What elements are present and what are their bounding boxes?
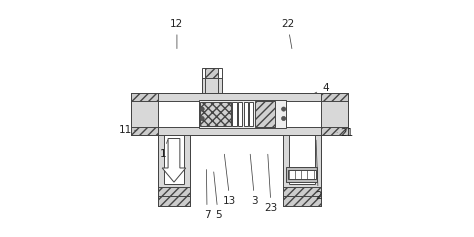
Text: 7: 7 (204, 170, 210, 220)
Text: 2: 2 (315, 140, 321, 201)
Bar (158, 135, 190, 206)
Bar (320, 93, 348, 135)
Circle shape (200, 107, 204, 111)
Bar (158, 101, 320, 127)
Bar (201, 68, 222, 93)
Bar (205, 68, 218, 78)
Bar (283, 187, 320, 196)
Text: 4: 4 (314, 83, 328, 94)
Bar (164, 135, 184, 184)
Text: 13: 13 (223, 154, 237, 206)
Bar (131, 127, 158, 135)
Bar (283, 196, 320, 206)
Polygon shape (162, 139, 186, 182)
Bar (199, 100, 286, 128)
Text: 5: 5 (214, 172, 221, 220)
Bar (320, 93, 348, 101)
Circle shape (282, 107, 286, 111)
Bar (238, 102, 242, 126)
Bar (158, 135, 190, 206)
Text: 12: 12 (170, 19, 183, 49)
Bar (158, 187, 190, 196)
Bar (255, 101, 275, 127)
Text: 22: 22 (281, 19, 294, 49)
Text: 23: 23 (264, 154, 278, 213)
Bar (232, 102, 237, 126)
Text: 1: 1 (159, 140, 168, 159)
Circle shape (282, 116, 286, 121)
Bar (131, 93, 348, 135)
Bar (286, 167, 317, 182)
Bar (283, 135, 320, 206)
Text: 21: 21 (337, 128, 353, 138)
Bar (249, 102, 254, 126)
Bar (201, 78, 222, 93)
Bar (158, 196, 190, 206)
Bar (131, 93, 158, 101)
Bar (289, 135, 315, 184)
Circle shape (200, 116, 204, 121)
Bar (288, 170, 316, 179)
Bar (283, 135, 320, 206)
Bar (244, 102, 248, 126)
Text: 3: 3 (250, 154, 258, 206)
Bar (320, 127, 348, 135)
Text: 11: 11 (118, 125, 137, 135)
Bar (131, 93, 158, 135)
Bar (201, 102, 231, 126)
